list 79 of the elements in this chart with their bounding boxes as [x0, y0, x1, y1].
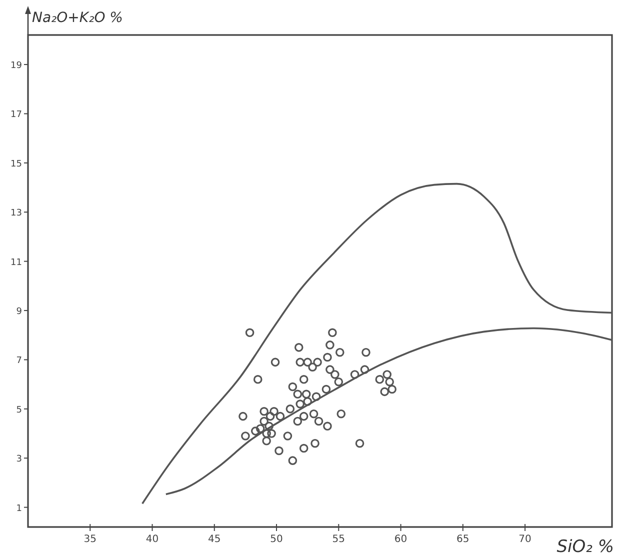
- point: [303, 397, 312, 406]
- point: [385, 377, 394, 386]
- line-series: [165, 327, 613, 496]
- point: [328, 328, 337, 338]
- point: [270, 358, 280, 367]
- x-tick-label: 50: [270, 534, 283, 545]
- point: [350, 370, 360, 379]
- x-tick-label: 35: [84, 534, 96, 545]
- point: [262, 436, 271, 446]
- point: [241, 432, 250, 440]
- line-series: [141, 182, 613, 505]
- point: [276, 412, 285, 421]
- point: [335, 348, 344, 357]
- y-tick-label: 5: [16, 405, 22, 416]
- point: [299, 412, 308, 421]
- point: [245, 328, 254, 338]
- point: [323, 422, 332, 431]
- point: [322, 384, 331, 394]
- point: [293, 416, 302, 426]
- y-tick-label: 13: [10, 208, 22, 219]
- point: [334, 377, 344, 386]
- point: [336, 409, 346, 418]
- point: [238, 412, 248, 421]
- point: [314, 416, 324, 426]
- point: [362, 348, 370, 357]
- x-tick-label: 70: [518, 534, 532, 545]
- point: [296, 400, 305, 408]
- x-tick-label: 65: [456, 534, 470, 545]
- point: [260, 406, 268, 416]
- point: [299, 444, 308, 453]
- point: [312, 392, 321, 402]
- point: [266, 412, 275, 421]
- point: [288, 382, 298, 392]
- point: [303, 358, 312, 367]
- point: [260, 416, 268, 426]
- point: [310, 438, 320, 448]
- point: [293, 390, 302, 399]
- point: [309, 409, 318, 418]
- point: [264, 422, 274, 431]
- point: [330, 370, 340, 379]
- x-tick-label: 55: [332, 534, 346, 545]
- point: [253, 375, 262, 384]
- point: [388, 384, 396, 394]
- y-tick-label: 19: [10, 61, 22, 72]
- x-tick-label: 40: [146, 534, 159, 545]
- point: [326, 340, 334, 350]
- point: [296, 358, 305, 367]
- point: [250, 426, 260, 436]
- point: [288, 456, 298, 465]
- y-axis-title: Na₂O+K₂O %: [32, 10, 123, 26]
- point: [283, 432, 292, 440]
- point: [262, 429, 271, 438]
- point: [382, 370, 392, 379]
- point: [274, 446, 284, 456]
- point: [286, 404, 295, 414]
- point: [299, 375, 308, 384]
- y-tick-label: 9: [16, 307, 22, 318]
- point: [294, 343, 304, 352]
- x-axis-title: SiO₂ %: [556, 537, 614, 557]
- point: [270, 406, 278, 416]
- point: [360, 365, 370, 374]
- point: [302, 390, 311, 399]
- y-tick-label: 3: [16, 454, 22, 465]
- y-tick-label: 17: [10, 110, 22, 120]
- point: [326, 365, 334, 374]
- point: [308, 362, 317, 372]
- point: [380, 387, 390, 396]
- y-tick-label: 1: [16, 504, 22, 514]
- x-tick-label: 45: [208, 534, 221, 545]
- y-tick-label: 15: [10, 159, 22, 170]
- y-tick-label: 7: [16, 356, 22, 366]
- point: [267, 429, 276, 438]
- point: [256, 424, 265, 433]
- point: [355, 438, 364, 448]
- y-tick-label: 11: [10, 258, 22, 268]
- point: [313, 358, 322, 367]
- x-tick-label: 60: [394, 534, 408, 545]
- point: [375, 375, 384, 384]
- point: [323, 352, 332, 362]
